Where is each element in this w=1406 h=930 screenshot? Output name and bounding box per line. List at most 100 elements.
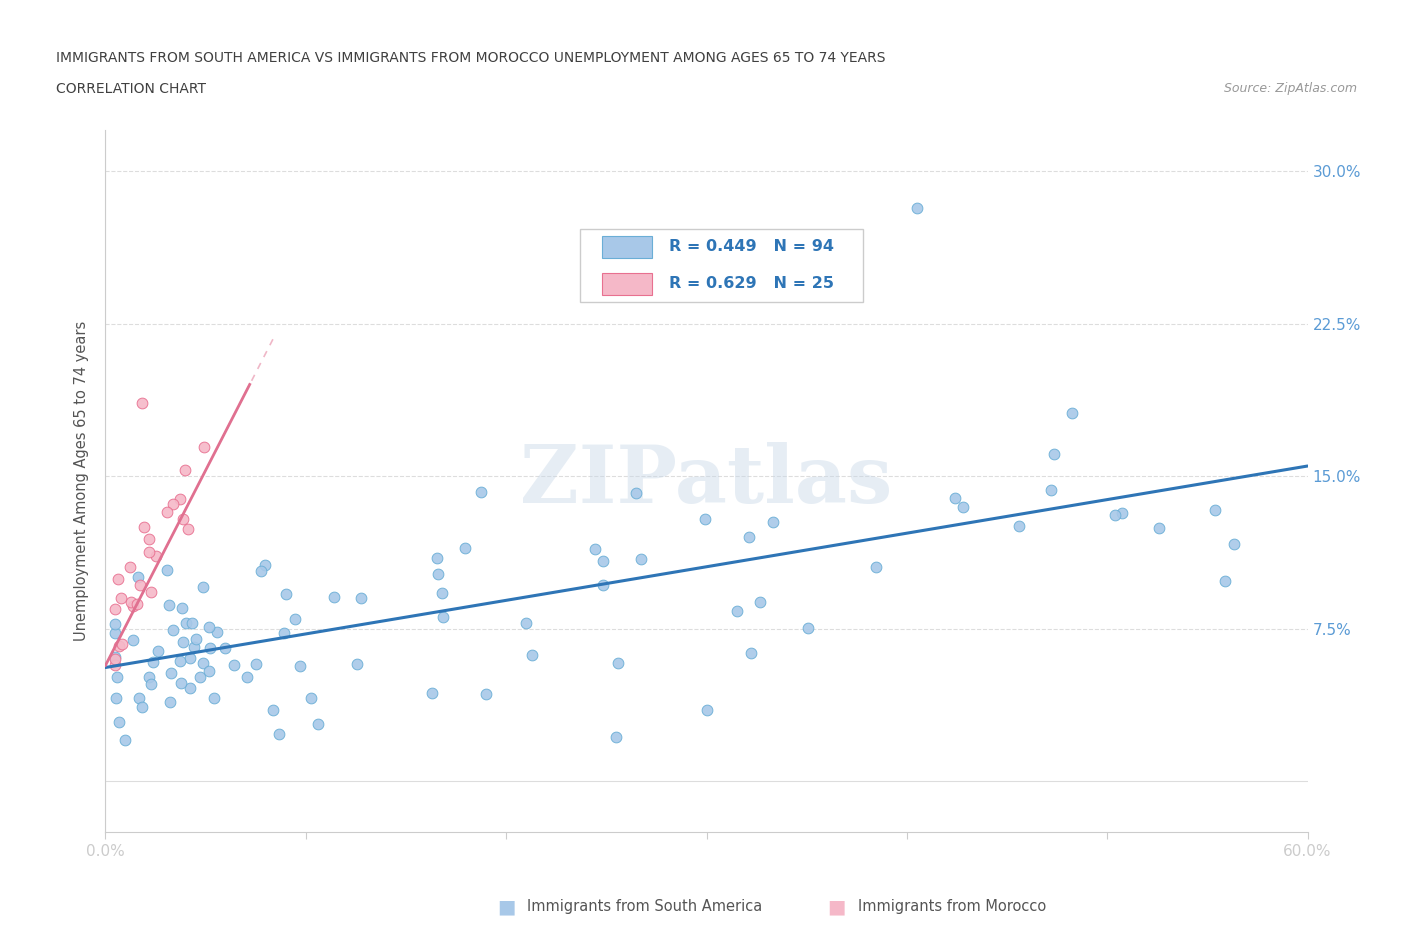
Point <box>583 541 606 556</box>
Point <box>249 564 271 578</box>
Point <box>952 499 974 514</box>
Point <box>1043 446 1066 461</box>
Point <box>214 641 236 656</box>
Point <box>172 512 194 526</box>
Point <box>235 670 257 684</box>
Point <box>191 579 214 594</box>
Point <box>605 729 627 744</box>
FancyBboxPatch shape <box>581 229 863 302</box>
Point <box>148 644 170 658</box>
Point <box>191 656 214 671</box>
Point <box>180 616 202 631</box>
Point <box>274 587 297 602</box>
Text: Immigrants from South America: Immigrants from South America <box>527 899 762 914</box>
Point <box>693 512 716 526</box>
Point <box>110 590 132 604</box>
Point <box>1008 519 1031 534</box>
Point <box>131 395 153 410</box>
Point <box>198 663 221 678</box>
Point <box>142 655 165 670</box>
Point <box>127 597 149 612</box>
Point <box>725 604 748 618</box>
Point <box>740 645 762 660</box>
Point <box>262 702 284 717</box>
Point <box>198 640 221 655</box>
Text: Immigrants from Morocco: Immigrants from Morocco <box>858 899 1046 914</box>
Point <box>104 617 127 631</box>
FancyBboxPatch shape <box>602 272 652 295</box>
Point <box>273 626 295 641</box>
Point <box>696 703 718 718</box>
Point <box>1111 506 1133 521</box>
Point <box>630 551 652 566</box>
Point <box>738 530 761 545</box>
Point <box>284 612 307 627</box>
Point <box>253 558 276 573</box>
Point <box>198 620 221 635</box>
Point <box>159 666 181 681</box>
Point <box>1213 574 1236 589</box>
Point <box>138 531 160 546</box>
Point <box>162 497 184 512</box>
Point <box>121 599 143 614</box>
Point <box>865 560 887 575</box>
Point <box>624 485 647 500</box>
Point <box>107 571 129 586</box>
Point <box>176 616 198 631</box>
Point <box>108 714 131 729</box>
Point <box>128 691 150 706</box>
Point <box>179 681 201 696</box>
Point <box>172 634 194 649</box>
Point <box>797 620 820 635</box>
Point <box>307 717 329 732</box>
Point <box>205 624 228 639</box>
Point <box>606 656 628 671</box>
Point <box>475 686 498 701</box>
Point <box>139 676 162 691</box>
Point <box>193 440 215 455</box>
Point <box>169 676 191 691</box>
Y-axis label: Unemployment Among Ages 65 to 74 years: Unemployment Among Ages 65 to 74 years <box>75 321 90 642</box>
Point <box>322 590 344 604</box>
Point <box>122 632 145 647</box>
Point <box>183 639 205 654</box>
Text: ■: ■ <box>496 897 516 916</box>
Point <box>162 623 184 638</box>
Point <box>520 647 543 662</box>
Text: IMMIGRANTS FROM SOUTH AMERICA VS IMMIGRANTS FROM MOROCCO UNEMPLOYMENT AMONG AGES: IMMIGRANTS FROM SOUTH AMERICA VS IMMIGRA… <box>56 51 886 65</box>
Point <box>138 670 160 684</box>
Text: CORRELATION CHART: CORRELATION CHART <box>56 82 207 96</box>
Text: R = 0.629   N = 25: R = 0.629 N = 25 <box>669 276 834 291</box>
Point <box>177 522 200 537</box>
Point <box>470 485 492 499</box>
Point <box>299 690 322 705</box>
Point <box>155 563 177 578</box>
Point <box>350 591 373 605</box>
Point <box>129 578 152 592</box>
Point <box>749 594 772 609</box>
Point <box>1223 537 1246 551</box>
Point <box>145 549 167 564</box>
Point <box>138 544 160 559</box>
Point <box>245 657 267 671</box>
Text: R = 0.449   N = 94: R = 0.449 N = 94 <box>669 239 834 255</box>
Point <box>104 626 127 641</box>
Point <box>420 685 443 700</box>
Point <box>202 691 225 706</box>
Point <box>169 654 191 669</box>
Point <box>762 514 785 529</box>
Point <box>346 657 368 671</box>
Point <box>132 520 155 535</box>
Point <box>169 491 191 506</box>
Point <box>1104 507 1126 522</box>
Point <box>224 658 246 672</box>
FancyBboxPatch shape <box>602 235 652 259</box>
Point <box>114 732 136 747</box>
Point <box>104 690 127 705</box>
Point <box>118 560 141 575</box>
Point <box>104 601 127 616</box>
Point <box>515 616 537 631</box>
Point <box>288 658 311 673</box>
Point <box>107 639 129 654</box>
Point <box>1147 521 1170 536</box>
